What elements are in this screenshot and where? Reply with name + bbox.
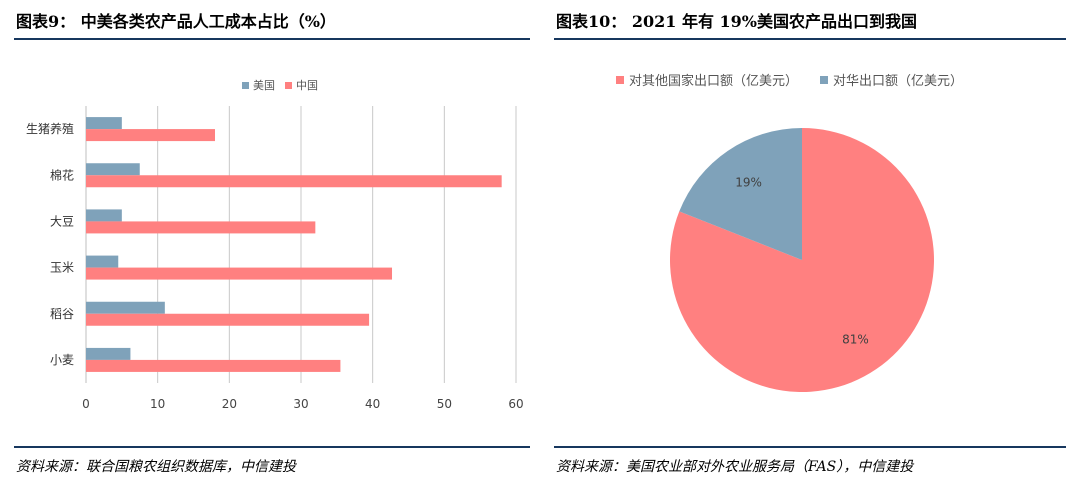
pie-legend: 对其他国家出口额（亿美元） 对华出口额（亿美元）	[616, 70, 985, 89]
pie-chart: 81% 19%	[670, 128, 934, 392]
legend-label-cn: 中国	[296, 79, 318, 92]
left-panel: 图表9： 中美各类农产品人工成本占比（%） 美国 中国 生猪养殖棉花大豆玉米稻谷…	[14, 0, 530, 490]
left-source: 资料来源：联合国粮农组织数据库，中信建投	[16, 459, 296, 475]
pie-labels: 81% 19%	[735, 175, 869, 346]
bar-china	[86, 359, 341, 372]
legend-item-cn: 中国	[285, 77, 318, 93]
bar-china	[86, 221, 316, 234]
right-chart-title: 图表10： 2021 年有 19%美国农产品出口到我国	[556, 12, 917, 31]
bar-china	[86, 129, 215, 142]
bar-us	[86, 163, 140, 176]
left-source-rule	[14, 446, 530, 448]
bar-grid	[85, 106, 517, 383]
left-title-rule	[14, 38, 530, 40]
bar-tick-labels: 0 10 20 30 40 50 60	[82, 397, 523, 411]
bar-china	[86, 313, 370, 326]
right-title-rule	[554, 38, 1066, 40]
legend-swatch-cn	[285, 81, 292, 89]
bar-x-tick-label: 30	[293, 397, 308, 411]
bar-x-tick-label: 50	[437, 397, 452, 411]
bar-china	[86, 175, 502, 188]
bar-x-tick-label: 40	[365, 397, 380, 411]
pie-label-other: 81%	[842, 333, 869, 347]
bar-us	[86, 255, 119, 268]
left-chart-title: 图表9： 中美各类农产品人工成本占比（%）	[16, 12, 336, 31]
legend-item-china: 对华出口额（亿美元）	[820, 70, 963, 89]
right-source: 资料来源：美国农业部对外农业服务局（FAS），中信建投	[556, 459, 914, 475]
bar-x-tick-label: 10	[150, 397, 165, 411]
legend-swatch-us	[242, 81, 249, 89]
bar-legend: 美国 中国	[242, 77, 328, 93]
bar-category-label: 棉花	[50, 167, 74, 182]
bar-category-label: 生猪养殖	[26, 121, 74, 136]
legend-item-other: 对其他国家出口额（亿美元）	[616, 70, 798, 89]
bar-us	[86, 117, 122, 130]
legend-swatch-china	[820, 75, 829, 84]
bar-marks	[86, 117, 502, 372]
pie-label-china: 19%	[735, 175, 762, 189]
right-panel: 图表10： 2021 年有 19%美国农产品出口到我国 对其他国家出口额（亿美元…	[554, 0, 1066, 490]
legend-label-other: 对其他国家出口额（亿美元）	[629, 74, 799, 89]
legend-label-us: 美国	[253, 79, 275, 92]
bar-category-label: 大豆	[50, 214, 74, 228]
bar-x-tick-label: 0	[82, 397, 90, 411]
pie-slice-china	[679, 128, 802, 260]
bar-us	[86, 301, 165, 314]
bar-china	[86, 267, 393, 280]
bar-x-tick-label: 20	[222, 397, 237, 411]
legend-item-us: 美国	[242, 77, 275, 93]
pie-marks	[670, 128, 934, 392]
legend-swatch-other	[616, 75, 624, 84]
legend-label-china: 对华出口额（亿美元）	[833, 74, 964, 89]
bar-x-tick-label: 60	[508, 397, 523, 411]
bar-us	[86, 209, 122, 222]
right-source-rule	[554, 446, 1066, 448]
bar-category-label: 小麦	[50, 353, 74, 367]
bar-us	[86, 347, 131, 360]
bar-category-label: 稻谷	[50, 307, 74, 321]
bar-category-label: 玉米	[50, 261, 74, 275]
